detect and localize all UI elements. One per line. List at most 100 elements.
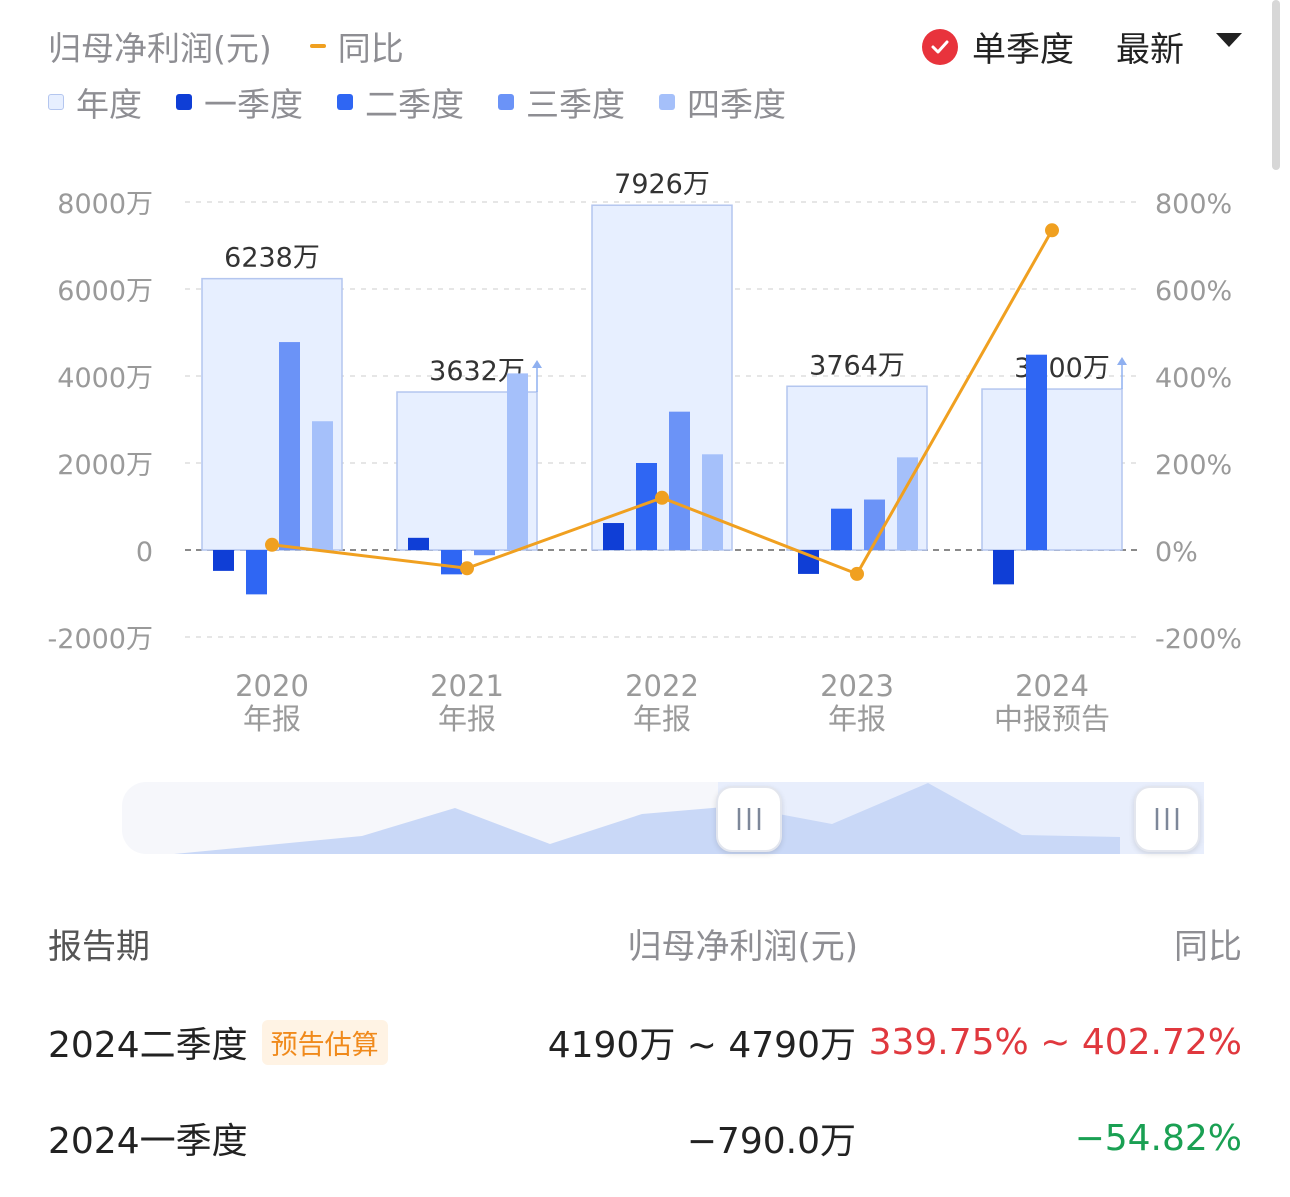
- legend-metric-label: 归母净利润(元): [48, 29, 272, 68]
- annual-value-label: 3764万: [809, 350, 905, 381]
- y-left-tick-label: 6000万: [57, 276, 153, 307]
- single-quarter-toggle[interactable]: 单季度: [972, 30, 1074, 70]
- row-net-profit: 4190万 ~ 4790万: [547, 1025, 856, 1066]
- annual-value-label: 7926万: [614, 169, 710, 200]
- legend-item-q1[interactable]: 一季度: [176, 78, 303, 126]
- row-yoy: −54.82%: [1074, 1117, 1242, 1159]
- yoy-point: [850, 566, 864, 581]
- y-right-tick-label: -200%: [1155, 624, 1242, 655]
- quarter-bar: [474, 550, 495, 556]
- y-right-tick-label: 600%: [1155, 276, 1232, 307]
- row-period: 2024二季度: [48, 1025, 248, 1066]
- legend-series: 年度 一季度 二季度 三季度 四季度: [48, 78, 820, 126]
- yoy-point: [1045, 223, 1059, 238]
- header-yoy: 同比: [1174, 926, 1242, 967]
- grip-icon: [737, 808, 761, 830]
- quarter-bar: [312, 421, 333, 550]
- y-right-tick-label: 0%: [1155, 537, 1198, 568]
- legend-swatch-annual: [48, 94, 64, 110]
- legend-item-annual[interactable]: 年度: [48, 78, 142, 126]
- range-slider-preview: [122, 782, 1204, 854]
- row-period: 2024一季度: [48, 1121, 248, 1162]
- table-header: 报告期 归母净利润(元) 同比: [48, 918, 1242, 968]
- yoy-point: [655, 490, 669, 505]
- legend-item-q2[interactable]: 二季度: [337, 78, 464, 126]
- quarter-bar: [831, 508, 852, 550]
- row-period-cell: 2024一季度: [48, 1112, 248, 1164]
- quarter-bar: [408, 537, 429, 550]
- legend-label: 三季度: [526, 85, 625, 124]
- legend-swatch-q3: [498, 94, 514, 110]
- caret-down-icon: [1216, 32, 1242, 47]
- annual-bar: [981, 388, 1123, 551]
- table-row[interactable]: 2024一季度 −790.0万 −54.82%: [48, 1110, 1242, 1166]
- legend-label: 四季度: [687, 85, 786, 124]
- quarter-bar: [702, 454, 723, 550]
- x-tick-label: 年报: [438, 702, 496, 736]
- header-period: 报告期: [48, 926, 150, 967]
- x-tick-label: 2023: [820, 669, 894, 703]
- legend-yoy-label: 同比: [337, 29, 404, 68]
- quarter-bar: [669, 411, 690, 550]
- y-right-tick-label: 400%: [1155, 363, 1232, 394]
- range-slider-right-handle[interactable]: [1134, 786, 1200, 852]
- y-right-tick-label: 800%: [1155, 189, 1232, 220]
- legend-item-q4[interactable]: 四季度: [659, 78, 786, 126]
- range-slider[interactable]: [122, 780, 1204, 858]
- legend-yoy-line-icon: [309, 44, 326, 48]
- legend-swatch-q1: [176, 94, 192, 110]
- legend-label: 一季度: [204, 85, 303, 124]
- table-row[interactable]: 2024二季度 预告估算 4190万 ~ 4790万 339.75% ~ 402…: [48, 1014, 1242, 1070]
- legend-label: 年度: [76, 85, 142, 124]
- quarter-bar: [441, 550, 462, 575]
- row-period-cell: 2024二季度 预告估算: [48, 1016, 388, 1068]
- x-tick-label: 年报: [828, 702, 886, 736]
- legend-swatch-q2: [337, 94, 353, 110]
- forecast-estimate-badge: 预告估算: [261, 1019, 388, 1065]
- yoy-point: [460, 561, 474, 576]
- row-yoy: 339.75% ~ 402.72%: [868, 1021, 1242, 1063]
- x-tick-label: 2022: [625, 669, 699, 703]
- x-tick-label: 2021: [430, 669, 504, 703]
- quarter-bar: [636, 463, 657, 550]
- sort-dropdown[interactable]: 最新: [1116, 22, 1242, 71]
- grip-icon: [1155, 808, 1179, 830]
- sort-dropdown-label: 最新: [1116, 30, 1184, 70]
- estimate-arrowhead-icon: [1117, 357, 1127, 366]
- legend-item-q3[interactable]: 三季度: [498, 78, 625, 126]
- legend-top: 归母净利润(元) 同比: [48, 22, 404, 70]
- net-profit-chart: 8000万 6000万 4000万 2000万 0 -2000万 800% 600% 400% 2…: [48, 169, 1242, 736]
- yoy-point: [265, 537, 279, 552]
- y-left-tick-label: -2000万: [48, 624, 153, 655]
- annual-value-label: 6238万: [224, 243, 320, 274]
- range-slider-left-handle[interactable]: [716, 786, 782, 852]
- check-icon: [931, 40, 949, 53]
- quarter-bar: [507, 373, 528, 550]
- legend-swatch-q4: [659, 94, 675, 110]
- x-tick-label: 中报预告: [994, 702, 1110, 736]
- x-tick-label: 2020: [235, 669, 309, 703]
- quarter-bar: [993, 550, 1014, 585]
- quarter-bar: [246, 550, 267, 595]
- y-left-tick-label: 8000万: [57, 189, 153, 220]
- y-left-tick-label: 4000万: [57, 363, 153, 394]
- chart-controls: 单季度 最新: [922, 22, 1242, 71]
- row-net-profit: −790.0万: [686, 1121, 856, 1162]
- x-tick-label: 年报: [243, 702, 301, 736]
- quarter-bar: [213, 550, 234, 571]
- quarter-bar: [897, 457, 918, 550]
- quarter-bar: [1026, 354, 1047, 550]
- quarter-bar: [279, 342, 300, 550]
- page-scrollbar[interactable]: [1272, 0, 1280, 170]
- y-left-tick-label: 0: [136, 537, 153, 568]
- quarter-bar: [603, 523, 624, 550]
- header-net-profit: 归母净利润(元): [627, 926, 858, 967]
- y-left-tick-label: 2000万: [57, 450, 153, 481]
- quarter-bar: [864, 499, 885, 550]
- estimate-arrowhead-icon: [532, 360, 542, 369]
- x-tick-label: 年报: [633, 702, 691, 736]
- x-tick-label: 2024: [1015, 669, 1089, 703]
- y-right-tick-label: 200%: [1155, 450, 1232, 481]
- checkbox-checked-icon[interactable]: [922, 28, 958, 65]
- legend-label: 二季度: [365, 85, 464, 124]
